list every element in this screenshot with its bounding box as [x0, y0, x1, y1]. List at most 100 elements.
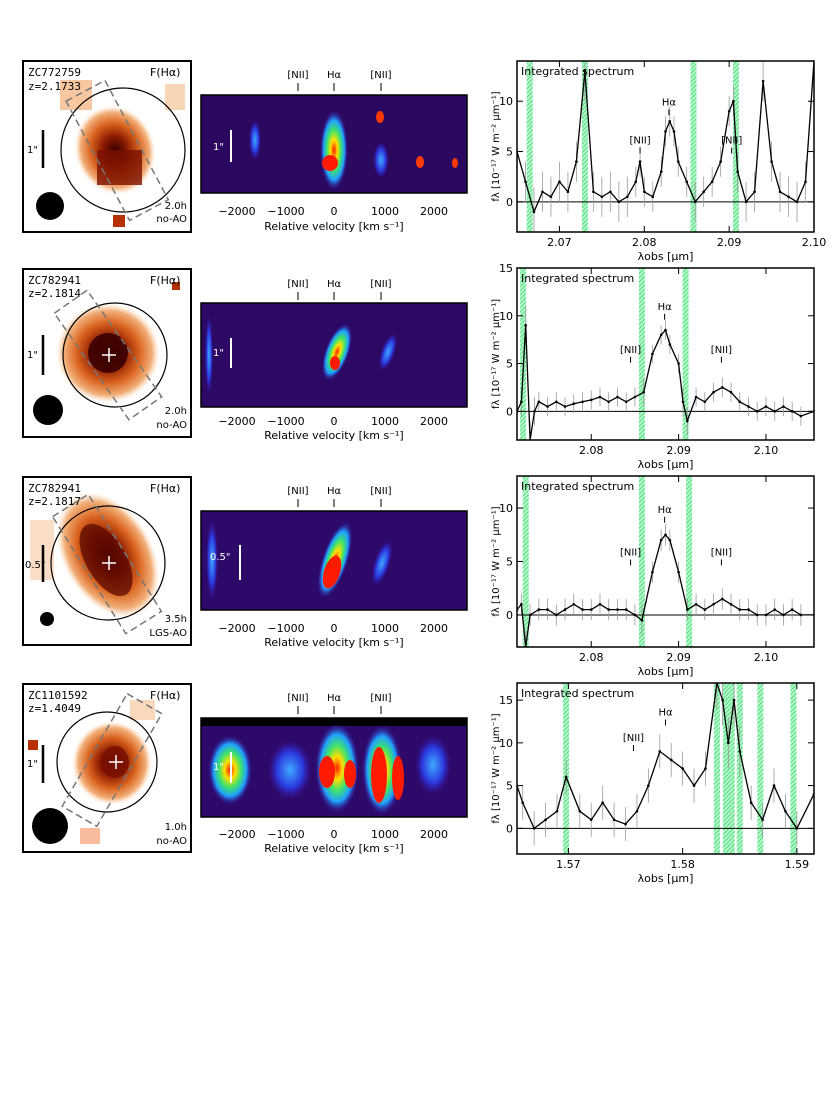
pv-tick: 1000 [371, 622, 399, 635]
data-point [589, 398, 593, 402]
spectrum-chart-2: 2.08 2.09 2.10 0 5 10 15 Integrated spectrum [NI… [491, 262, 815, 471]
plot-frame [516, 60, 815, 233]
data-point [694, 602, 698, 606]
data-point [651, 352, 654, 356]
data-point [642, 390, 645, 394]
data-point [755, 613, 759, 617]
pv-tick: −2000 [218, 205, 255, 218]
data-point [598, 602, 602, 606]
mode-label: no-AO [156, 214, 187, 225]
data-point [669, 758, 673, 762]
redshift-label: z=2.1817 [28, 495, 81, 508]
emission-line-label: [NII] [620, 345, 641, 356]
pv-tick: 2000 [420, 205, 448, 218]
pv-scale-label: 0.5" [210, 552, 231, 563]
emission-line-label: [NII] [711, 548, 732, 559]
x-axis-label: λobs [μm] [638, 250, 694, 263]
data-point [668, 343, 672, 346]
data-point [537, 400, 541, 404]
pv-tick: −1000 [267, 205, 304, 218]
data-point [782, 405, 785, 408]
pv-line-label-ha: Hα [327, 279, 342, 290]
data-point [549, 195, 553, 199]
y-axis-label: fλ [10⁻¹⁷ W m⁻² μm⁻¹] [491, 91, 502, 201]
data-point [677, 570, 680, 574]
pv-tick: 1000 [371, 415, 399, 428]
data-point [638, 160, 642, 163]
mode-label: LGS-AO [149, 628, 187, 639]
spectrum-line [517, 683, 814, 830]
sky-line-band [757, 683, 764, 854]
data-point [528, 613, 532, 617]
row-2: ZC782941 z=2.1814 F(Hα) 1" 2.0h no-AO 1"… [22, 268, 468, 442]
data-point [642, 190, 646, 194]
data-point [589, 608, 593, 611]
data-point [563, 405, 567, 408]
plot-frame [516, 267, 815, 441]
map-label: F(Hα) [150, 274, 180, 287]
data-point [694, 395, 698, 399]
sky-line-band [728, 683, 735, 854]
pv-xlabel: Relative velocity [km s⁻¹] [264, 220, 403, 233]
data-point [664, 130, 667, 133]
data-point [520, 602, 523, 606]
data-point [520, 400, 523, 404]
data-point [555, 613, 558, 617]
data-point [772, 784, 776, 787]
integrated-spectra: 2.07 2.08 2.09 2.10 0 5 10 Integrated spectrum [… [491, 60, 826, 885]
emission-line-label: [NII] [721, 136, 742, 147]
pv-tick: −1000 [267, 828, 304, 841]
data-point [635, 809, 639, 813]
data-point [795, 200, 799, 204]
x-tick-label: 2.08 [579, 444, 604, 457]
pv-tick: 2000 [420, 622, 448, 635]
sky-line-band [690, 61, 697, 232]
data-point [704, 767, 707, 770]
data-point [676, 160, 680, 163]
data-point [727, 109, 731, 113]
data-point [659, 333, 663, 337]
data-point [686, 608, 689, 611]
data-point [634, 180, 638, 184]
x-tick-label: 1.59 [785, 858, 810, 871]
hα-map-panel: ZC1101592 z=1.4049 F(Hα) 1" 1.0h no-AO [22, 683, 192, 853]
y-tick-label: 5 [506, 146, 513, 159]
data-point [633, 613, 637, 617]
pv-line-label-nii-blue: [NII] [287, 70, 308, 81]
data-point [581, 608, 584, 611]
emission-line-label: [NII] [623, 733, 644, 744]
data-point [616, 395, 619, 399]
spectrum-chart-3: 2.08 2.09 2.10 0 5 10 Integrated spectrum [NII]… [491, 475, 815, 678]
mode-label: no-AO [156, 836, 187, 847]
data-point [799, 613, 803, 617]
x-axis-label: λobs [μm] [638, 458, 694, 471]
plot-frame [516, 475, 815, 648]
emission-line-label: [NII] [620, 548, 641, 559]
y-tick-label: 0 [506, 609, 513, 622]
hα-map-panel: ZC782941 z=2.1817 F(Hα) 0.5" 3.5h LGS-AO [22, 476, 192, 646]
data-point [575, 160, 578, 163]
data-point [564, 775, 568, 779]
data-point [738, 400, 742, 404]
pv-tick: 0 [331, 205, 338, 218]
data-point [601, 801, 604, 804]
data-point [640, 618, 644, 622]
x-axis-label: λobs [μm] [638, 665, 694, 678]
data-point [651, 570, 654, 574]
data-point [761, 79, 765, 83]
y-tick-label: 5 [506, 556, 513, 569]
pv-scale-label: 1" [213, 142, 224, 153]
y-tick-label: 10 [499, 502, 513, 515]
data-point [616, 608, 619, 611]
data-point [583, 69, 587, 73]
data-point [572, 602, 576, 606]
data-point [773, 410, 776, 413]
data-point [647, 784, 650, 787]
data-point [692, 784, 696, 787]
spectrum-line [517, 533, 814, 647]
data-point [677, 362, 680, 365]
x-tick-label: 2.07 [547, 236, 572, 249]
galaxy-id: ZC772759 [28, 66, 81, 79]
scale-bar-label: 1" [27, 350, 38, 361]
